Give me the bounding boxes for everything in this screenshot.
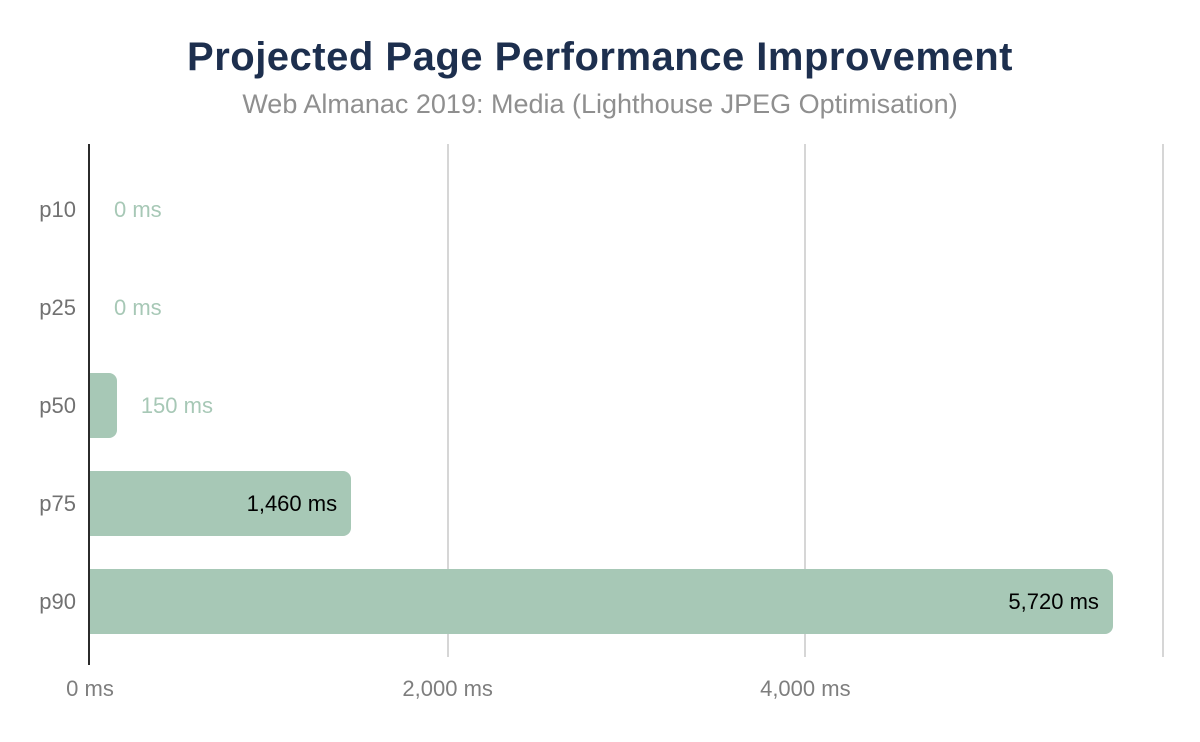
value-label-p90: 5,720 ms — [1008, 588, 1099, 614]
value-label-p75: 1,460 ms — [246, 490, 338, 516]
value-label-p50: 150 ms — [140, 392, 213, 418]
y-axis-label-p10: p10 — [39, 196, 76, 222]
x-tick-label-4000ms: 4,000 ms — [760, 676, 851, 701]
x-tick-label-2000ms: 2,000 ms — [402, 676, 493, 701]
gridline-2000ms — [446, 144, 449, 657]
chart-title: Projected Page Performance Improvement — [187, 35, 1013, 79]
bar-p50 — [90, 372, 117, 438]
gridline-4000ms — [804, 144, 807, 657]
y-axis-label-p50: p50 — [39, 392, 76, 418]
value-label-p10: 0 ms — [114, 196, 162, 222]
x-tick-label-0ms: 0 ms — [66, 676, 114, 701]
value-label-p25: 0 ms — [114, 294, 162, 320]
y-axis-label-p75: p75 — [39, 490, 76, 516]
bar-p90 — [90, 568, 1113, 634]
bar-p75 — [90, 470, 352, 536]
y-axis-label-p25: p25 — [39, 294, 76, 320]
chart-subtitle: Web Almanac 2019: Media (Lighthouse JPEG… — [242, 89, 958, 119]
y-axis-line — [88, 144, 90, 665]
y-axis-label-p90: p90 — [39, 588, 76, 614]
gridline-6000ms — [1162, 144, 1164, 657]
